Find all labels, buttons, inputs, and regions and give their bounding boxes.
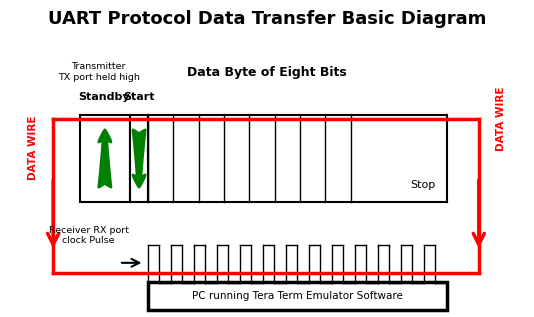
Bar xyxy=(148,282,447,310)
Text: PC running Tera Term Emulator Software: PC running Tera Term Emulator Software xyxy=(192,291,403,301)
Text: UART Protocol Data Transfer Basic Diagram: UART Protocol Data Transfer Basic Diagra… xyxy=(48,10,486,28)
Text: Stop: Stop xyxy=(411,180,436,190)
Text: Data Byte of Eight Bits: Data Byte of Eight Bits xyxy=(187,66,347,79)
Text: Start: Start xyxy=(123,92,155,102)
Bar xyxy=(130,114,148,203)
Text: Receiver RX port
clock Pulse: Receiver RX port clock Pulse xyxy=(49,226,129,245)
Text: DATA WIRE: DATA WIRE xyxy=(496,87,506,152)
Text: Transmitter
TX port held high: Transmitter TX port held high xyxy=(58,62,140,82)
Text: Standby: Standby xyxy=(78,92,130,102)
Bar xyxy=(80,114,130,203)
Text: DATA WIRE: DATA WIRE xyxy=(28,115,38,180)
